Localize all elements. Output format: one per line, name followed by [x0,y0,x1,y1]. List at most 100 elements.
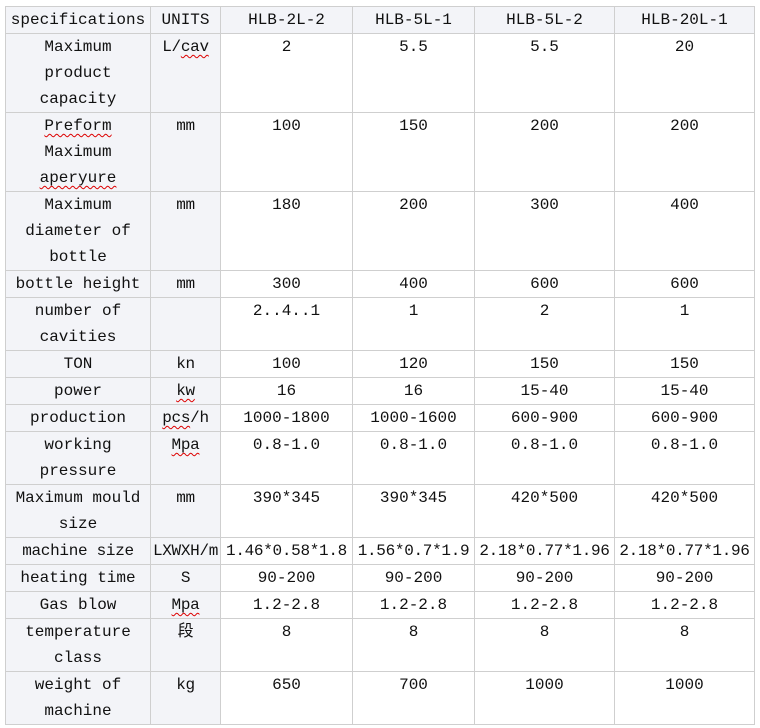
value-cell: 1.2-2.8 [220,591,353,619]
value-cell: 1.56*0.7*1.9 [352,537,475,565]
value-cell: 8 [474,618,615,672]
unit-cell: Mpa [150,591,221,619]
value-cell: 180 [220,191,353,271]
spec-cell: production [5,404,151,432]
spec-cell: Maximum product capacity [5,33,151,113]
spec-cell: temperature class [5,618,151,672]
unit-cell: kn [150,350,221,378]
table-row: machine size LXWXH/m 1.46*0.58*1.8 1.56*0.7… [5,537,755,565]
value-cell: 100 [220,350,353,378]
table-row: production pcs/h 1000-1800 1000-1600 600-900… [5,404,755,432]
spec-cell: heating time [5,564,151,592]
value-cell: 0.8-1.0 [474,431,615,485]
value-cell: 300 [474,191,615,271]
value-cell: 2..4..1 [220,297,353,351]
specifications-table: specifications UNITS HLB-2L-2 HLB-5L-1 H… [5,6,755,725]
spec-cell: power [5,377,151,405]
value-cell: 200 [352,191,475,271]
spec-cell: Preform Maximum aperyure [5,112,151,192]
unit-cell: mm [150,484,221,538]
value-cell: 1000 [474,671,615,725]
header-row: specifications UNITS HLB-2L-2 HLB-5L-1 H… [5,6,755,34]
value-cell: 600-900 [474,404,615,432]
unit-cell: 段 [150,618,221,672]
table-row: Preform Maximum aperyure mm 100 150 200 200 [5,112,755,192]
value-cell: 150 [474,350,615,378]
value-cell: 600 [474,270,615,298]
value-cell: 120 [352,350,475,378]
value-cell: 1 [352,297,475,351]
spell-underline: Mpa [171,436,200,454]
value-cell: 8 [614,618,755,672]
table-row: bottle height mm 300 400 600 600 [5,270,755,298]
table-row: temperature class 段 8 8 8 8 [5,618,755,672]
value-cell: 600-900 [614,404,755,432]
spec-cell: machine size [5,537,151,565]
table-row: Maximum diameter of bottle mm 180 200 300 400 [5,191,755,271]
value-cell: 200 [614,112,755,192]
value-cell: 15-40 [474,377,615,405]
value-cell: 0.8-1.0 [220,431,353,485]
value-cell: 1000 [614,671,755,725]
spell-underline: kw [176,382,195,400]
spec-cell: Maximum mould size [5,484,151,538]
value-cell: 200 [474,112,615,192]
header-cell: UNITS [150,6,221,34]
value-cell: 700 [352,671,475,725]
table-row: heating time S 90-200 90-200 90-200 90-200 [5,564,755,592]
header-cell: HLB-2L-2 [220,6,353,34]
header-cell: specifications [5,6,151,34]
unit-cell: kg [150,671,221,725]
word: Maximum [44,143,112,161]
spec-cell: TON [5,350,151,378]
value-cell: 1.2-2.8 [614,591,755,619]
unit-cell: S [150,564,221,592]
table-row: working pressure Mpa 0.8-1.0 0.8-1.0 0.8-1.0… [5,431,755,485]
header-cell: HLB-5L-1 [352,6,475,34]
value-cell: 15-40 [614,377,755,405]
unit-cell: mm [150,191,221,271]
value-cell: 150 [614,350,755,378]
value-cell: 100 [220,112,353,192]
table-row: power kw 16 16 15-40 15-40 [5,377,755,405]
unit-cell: LXWXH/m [150,537,221,565]
spec-cell: bottle height [5,270,151,298]
spec-cell: weight of machine [5,671,151,725]
header-cell: HLB-20L-1 [614,6,755,34]
table-row: number of cavities 2..4..1 1 2 1 [5,297,755,351]
value-cell: 420*500 [614,484,755,538]
spell-underline: pcs [162,409,191,427]
table-row: TON kn 100 120 150 150 [5,350,755,378]
value-cell: 5.5 [352,33,475,113]
table-row: Maximum product capacity L/cav 2 5.5 5.5 20 [5,33,755,113]
unit-cell: kw [150,377,221,405]
value-cell: 2.18*0.77*1.96 [614,537,755,565]
unit-cell: mm [150,270,221,298]
value-cell: 150 [352,112,475,192]
unit-cell: Mpa [150,431,221,485]
value-cell: 650 [220,671,353,725]
unit-cell: pcs/h [150,404,221,432]
unit-cell: L/cav [150,33,221,113]
value-cell: 2 [220,33,353,113]
table-row: Maximum mould size mm 390*345 390*345 420*50… [5,484,755,538]
word: Preform [44,117,112,135]
header-cell: HLB-5L-2 [474,6,615,34]
value-cell: 400 [352,270,475,298]
value-cell: 16 [220,377,353,405]
value-cell: 8 [220,618,353,672]
table-row: Gas blow Mpa 1.2-2.8 1.2-2.8 1.2-2.8 1.2-2.8 [5,591,755,619]
value-cell: 1000-1600 [352,404,475,432]
value-cell: 90-200 [474,564,615,592]
spec-cell: Maximum diameter of bottle [5,191,151,271]
word: aperyure [39,169,117,187]
value-cell: 1.2-2.8 [352,591,475,619]
value-cell: 1000-1800 [220,404,353,432]
spec-cell: number of cavities [5,297,151,351]
value-cell: 90-200 [220,564,353,592]
value-cell: 0.8-1.0 [352,431,475,485]
unit-cell: mm [150,112,221,192]
value-cell: 20 [614,33,755,113]
spell-underline: cav [180,38,209,56]
value-cell: 0.8-1.0 [614,431,755,485]
